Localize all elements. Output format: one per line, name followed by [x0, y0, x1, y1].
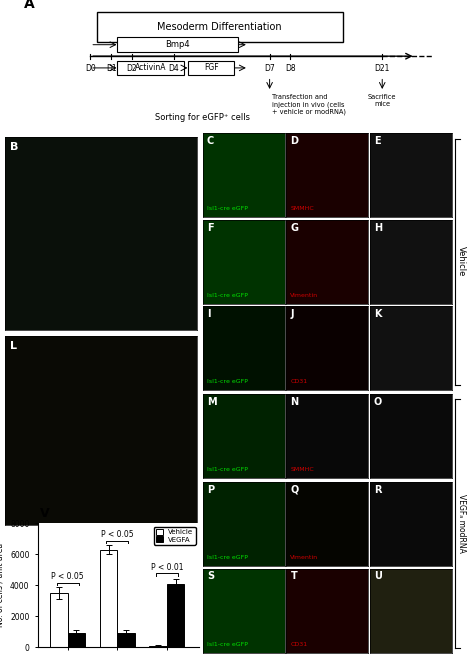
- Text: A: A: [24, 0, 34, 10]
- Legend: Vehicle, VEGFA: Vehicle, VEGFA: [154, 526, 196, 545]
- Bar: [100, 549, 117, 647]
- Text: Mesoderm Differentiation: Mesoderm Differentiation: [157, 22, 282, 32]
- Text: G: G: [291, 223, 299, 233]
- Text: V: V: [40, 507, 50, 520]
- Text: D8: D8: [285, 64, 296, 73]
- Text: C: C: [207, 136, 214, 146]
- Text: U: U: [374, 572, 382, 581]
- Bar: [68, 634, 85, 647]
- Bar: [117, 632, 135, 647]
- Text: Transfection and
injection in vivo (cells
+ vehicle or modRNA): Transfection and injection in vivo (cell…: [272, 94, 346, 116]
- FancyBboxPatch shape: [188, 61, 234, 75]
- Text: T: T: [291, 572, 297, 581]
- Text: I: I: [207, 309, 210, 318]
- Text: FGF: FGF: [204, 63, 219, 73]
- Text: Vimentin: Vimentin: [291, 293, 319, 298]
- Bar: [50, 593, 68, 647]
- Text: Isl1-cre eGFP: Isl1-cre eGFP: [207, 293, 248, 298]
- Text: CD31: CD31: [291, 642, 308, 647]
- Text: D: D: [291, 136, 299, 146]
- Text: Bmp4: Bmp4: [165, 40, 190, 49]
- Text: Sorting for eGFP⁺ cells: Sorting for eGFP⁺ cells: [155, 113, 250, 122]
- Text: R: R: [374, 485, 381, 494]
- Text: D0: D0: [85, 64, 96, 73]
- FancyBboxPatch shape: [118, 37, 238, 52]
- Text: CD31: CD31: [291, 379, 308, 384]
- Bar: [149, 646, 167, 647]
- Text: Isl1-cre eGFP: Isl1-cre eGFP: [207, 642, 248, 647]
- Text: Vehicle: Vehicle: [457, 247, 466, 277]
- Y-axis label: No. of cells / unit area: No. of cells / unit area: [0, 543, 5, 627]
- Text: M: M: [207, 397, 217, 407]
- Text: P < 0.05: P < 0.05: [101, 530, 134, 540]
- Text: D4: D4: [168, 64, 179, 73]
- Text: J: J: [291, 309, 294, 318]
- Text: Vimentin: Vimentin: [291, 555, 319, 560]
- Text: K: K: [374, 309, 381, 318]
- Text: Isl1-cre eGFP: Isl1-cre eGFP: [207, 379, 248, 384]
- Text: D1: D1: [106, 64, 117, 73]
- Text: D21: D21: [374, 64, 390, 73]
- Text: Q: Q: [291, 485, 299, 494]
- Text: Isl1-cre eGFP: Isl1-cre eGFP: [207, 467, 248, 472]
- Text: P < 0.01: P < 0.01: [151, 563, 183, 572]
- Text: H: H: [374, 223, 382, 233]
- Text: E: E: [374, 136, 381, 146]
- FancyBboxPatch shape: [97, 12, 343, 42]
- Text: ActivinA: ActivinA: [135, 63, 166, 73]
- Text: L: L: [10, 341, 18, 351]
- Text: S: S: [207, 572, 214, 581]
- Text: Sacrifice
mice: Sacrifice mice: [368, 94, 396, 107]
- Text: D7: D7: [264, 64, 275, 73]
- Text: SMMHC: SMMHC: [291, 467, 314, 472]
- Text: VEGFₐ modRNA: VEGFₐ modRNA: [457, 494, 466, 553]
- Text: O: O: [374, 397, 382, 407]
- Text: P: P: [207, 485, 214, 494]
- Text: SMMHC: SMMHC: [291, 206, 314, 211]
- Bar: [167, 584, 184, 647]
- Text: N: N: [291, 397, 299, 407]
- Text: P < 0.05: P < 0.05: [51, 572, 84, 581]
- Text: D2: D2: [127, 64, 137, 73]
- Text: Isl1-cre eGFP: Isl1-cre eGFP: [207, 206, 248, 211]
- Text: F: F: [207, 223, 214, 233]
- FancyBboxPatch shape: [118, 61, 184, 75]
- Text: Isl1-cre eGFP: Isl1-cre eGFP: [207, 555, 248, 560]
- Text: B: B: [10, 143, 19, 152]
